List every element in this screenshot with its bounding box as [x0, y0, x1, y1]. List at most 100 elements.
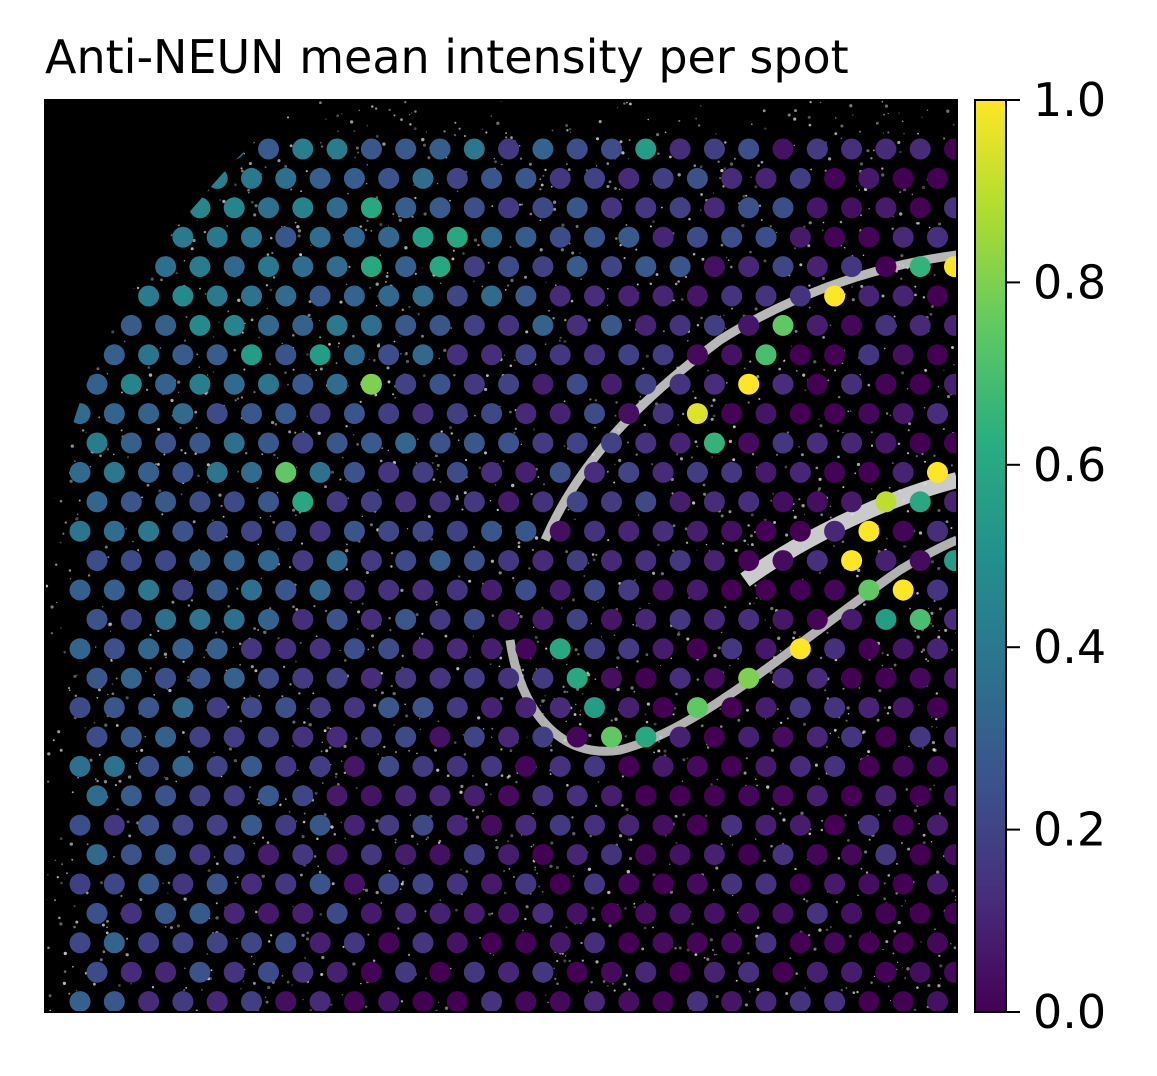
spot — [909, 256, 931, 278]
tissue-speckle — [923, 406, 926, 409]
tissue-speckle — [540, 183, 544, 187]
tissue-speckle — [361, 602, 364, 605]
tissue-speckle — [401, 308, 405, 312]
tissue-speckle — [764, 127, 767, 130]
spot — [138, 285, 160, 307]
spot — [584, 520, 605, 542]
tissue-speckle — [652, 220, 655, 223]
tissue-speckle — [922, 648, 926, 652]
spot — [618, 932, 640, 954]
tissue-speckle — [928, 226, 931, 229]
tissue-speckle — [753, 602, 755, 604]
tissue-speckle — [219, 199, 222, 201]
tissue-speckle — [147, 366, 151, 369]
tissue-speckle — [882, 948, 884, 951]
tissue-speckle — [61, 863, 64, 866]
spot — [412, 461, 434, 483]
spot — [806, 373, 828, 395]
spot — [481, 579, 503, 601]
spot — [412, 755, 434, 777]
spot — [858, 344, 880, 366]
spot — [909, 902, 931, 924]
spot — [806, 785, 828, 807]
tissue-speckle — [839, 220, 843, 224]
spot — [584, 991, 605, 1012]
tissue-speckle — [568, 959, 571, 963]
tissue-speckle — [388, 869, 391, 872]
spot — [892, 991, 914, 1012]
tissue-speckle — [536, 640, 539, 643]
tissue-speckle — [365, 1005, 368, 1008]
tissue-speckle — [63, 970, 67, 973]
tissue-speckle — [426, 836, 430, 839]
tissue-speckle — [883, 113, 885, 116]
spot — [738, 197, 760, 219]
spot — [601, 902, 622, 924]
tissue-speckle — [183, 339, 187, 342]
tissue-speckle — [367, 648, 370, 651]
tissue-speckle — [395, 751, 397, 753]
tissue-speckle — [868, 207, 871, 210]
tissue-speckle — [56, 876, 59, 879]
spot — [241, 638, 262, 660]
tissue-speckle — [250, 955, 253, 958]
spot — [549, 344, 571, 366]
tissue-speckle — [46, 780, 50, 783]
spot — [738, 785, 760, 807]
spot — [241, 285, 262, 307]
tissue-speckle — [636, 660, 639, 663]
tissue-speckle — [842, 431, 844, 434]
spot — [429, 550, 451, 572]
tissue-speckle — [73, 674, 77, 679]
spot — [927, 932, 948, 954]
tissue-speckle — [715, 995, 719, 999]
tissue-speckle — [479, 937, 481, 939]
spot — [395, 550, 417, 572]
tissue-speckle — [162, 882, 164, 884]
spot — [635, 373, 657, 395]
tissue-speckle — [681, 412, 685, 416]
tissue-speckle — [590, 623, 593, 625]
tissue-speckle — [253, 627, 257, 630]
tissue-speckle — [802, 373, 806, 377]
spot — [515, 403, 537, 425]
tissue-speckle — [504, 289, 507, 291]
tissue-speckle — [909, 607, 911, 610]
tissue-speckle — [399, 335, 401, 337]
spot — [515, 520, 537, 542]
tissue-speckle — [539, 178, 542, 181]
tissue-speckle — [920, 941, 922, 943]
spot — [463, 667, 485, 689]
spot — [755, 403, 777, 425]
spot — [120, 726, 142, 748]
tissue-speckle — [591, 906, 594, 910]
tissue-speckle — [697, 124, 701, 127]
spot — [806, 491, 828, 513]
tissue-speckle — [482, 728, 485, 730]
tissue-speckle — [803, 513, 806, 516]
spot — [515, 461, 537, 483]
tissue-speckle — [185, 315, 188, 319]
spot — [69, 461, 91, 483]
tissue-speckle — [572, 875, 575, 878]
tissue-speckle — [541, 606, 544, 610]
spot — [69, 755, 91, 777]
tissue-speckle — [505, 136, 508, 139]
tissue-speckle — [266, 253, 270, 256]
tissue-speckle — [908, 422, 912, 426]
tissue-speckle — [614, 717, 618, 721]
spot — [909, 608, 931, 630]
tissue-speckle — [306, 931, 310, 935]
tissue-speckle — [180, 493, 183, 496]
tissue-speckle — [593, 426, 596, 429]
tissue-speckle — [943, 369, 945, 371]
tissue-speckle — [588, 733, 592, 738]
spot — [360, 844, 382, 866]
tissue-speckle — [292, 720, 296, 724]
spot — [343, 403, 365, 425]
tissue-speckle — [871, 488, 873, 490]
tissue-speckle — [565, 720, 567, 723]
tissue-speckle — [317, 865, 320, 868]
tissue-speckle — [528, 162, 532, 166]
tissue-speckle — [892, 952, 895, 955]
